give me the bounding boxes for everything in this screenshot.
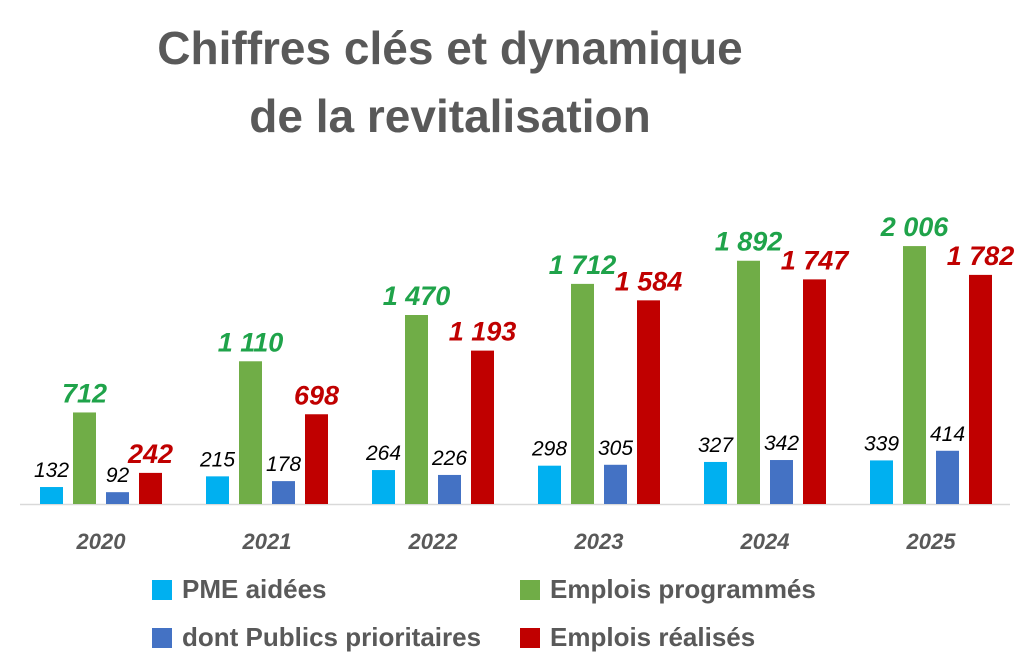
bar-emplois-realises-2021 xyxy=(305,414,328,504)
legend-label: Emplois programmés xyxy=(550,574,816,604)
data-label-dont-publics-prioritaires-2024: 342 xyxy=(764,432,799,455)
bar-emplois-programmes-2023 xyxy=(571,283,594,504)
data-label-emplois-programmes-2021: 1 110 xyxy=(218,327,284,357)
legend-item-pme-aidees: PME aidées xyxy=(152,574,327,605)
legend-swatch xyxy=(520,628,540,648)
bar-emplois-realises-2024 xyxy=(803,279,826,504)
bar-emplois-programmes-2024 xyxy=(737,260,760,504)
data-label-dont-publics-prioritaires-2023: 305 xyxy=(598,437,633,460)
bar-emplois-realises-2025 xyxy=(969,274,992,504)
x-tick-label-2020: 2020 xyxy=(76,529,127,554)
data-label-pme-aidees-2023: 298 xyxy=(531,438,567,461)
bar-emplois-programmes-2025 xyxy=(903,246,926,505)
data-label-pme-aidees-2020: 132 xyxy=(34,459,69,482)
bar-dont-publics-prioritaires-2025 xyxy=(936,450,959,504)
bar-dont-publics-prioritaires-2023 xyxy=(604,464,627,504)
data-label-pme-aidees-2024: 327 xyxy=(698,434,734,457)
data-label-emplois-realises-2022: 1 193 xyxy=(449,317,517,347)
bar-emplois-programmes-2021 xyxy=(239,361,262,504)
legend-item-emplois-realises: Emplois réalisés xyxy=(520,622,755,653)
legend-swatch xyxy=(520,580,540,600)
bar-emplois-realises-2022 xyxy=(471,350,494,504)
data-label-emplois-programmes-2024: 1 892 xyxy=(715,227,783,257)
data-label-dont-publics-prioritaires-2021: 178 xyxy=(266,453,301,476)
bar-pme-aidees-2020 xyxy=(40,487,63,504)
bar-dont-publics-prioritaires-2022 xyxy=(438,474,461,504)
bar-dont-publics-prioritaires-2021 xyxy=(272,481,295,504)
legend-item-publics-prioritaires: dont Publics prioritaires xyxy=(152,622,481,653)
x-tick-label-2025: 2025 xyxy=(906,529,957,554)
data-label-dont-publics-prioritaires-2020: 92 xyxy=(106,464,130,487)
data-label-emplois-realises-2025: 1 782 xyxy=(947,241,1015,271)
bar-pme-aidees-2024 xyxy=(704,461,727,504)
x-tick-label-2021: 2021 xyxy=(242,529,292,554)
legend-swatch xyxy=(152,580,172,600)
data-label-emplois-programmes-2020: 712 xyxy=(62,378,107,408)
data-label-dont-publics-prioritaires-2022: 226 xyxy=(431,447,467,470)
bar-dont-publics-prioritaires-2024 xyxy=(770,460,793,504)
data-label-pme-aidees-2022: 264 xyxy=(365,442,401,465)
data-label-emplois-programmes-2022: 1 470 xyxy=(383,281,451,311)
legend-label: Emplois réalisés xyxy=(550,622,756,652)
data-label-emplois-programmes-2025: 2 006 xyxy=(880,212,950,242)
data-label-emplois-realises-2023: 1 584 xyxy=(615,266,683,296)
data-label-emplois-realises-2024: 1 747 xyxy=(781,245,851,275)
data-label-emplois-programmes-2023: 1 712 xyxy=(549,250,617,280)
data-label-pme-aidees-2025: 339 xyxy=(864,432,899,455)
bar-pme-aidees-2025 xyxy=(870,460,893,504)
x-tick-label-2024: 2024 xyxy=(740,529,790,554)
bar-emplois-realises-2020 xyxy=(139,472,162,504)
bar-emplois-realises-2023 xyxy=(637,300,660,504)
legend-label: dont Publics prioritaires xyxy=(182,622,482,652)
bar-emplois-programmes-2022 xyxy=(405,315,428,504)
bar-emplois-programmes-2020 xyxy=(73,412,96,504)
data-label-emplois-realises-2021: 698 xyxy=(294,380,339,410)
legend-swatch xyxy=(152,628,172,648)
legend-label: PME aidées xyxy=(182,574,327,604)
bar-pme-aidees-2022 xyxy=(372,470,395,504)
legend-item-emplois-programmes: Emplois programmés xyxy=(520,574,816,605)
x-tick-label-2022: 2022 xyxy=(408,529,459,554)
data-label-dont-publics-prioritaires-2025: 414 xyxy=(930,423,965,446)
chart-title-line-2: de la revitalisation xyxy=(249,90,651,142)
data-label-pme-aidees-2021: 215 xyxy=(199,448,235,471)
data-label-emplois-realises-2020: 242 xyxy=(127,439,173,469)
x-tick-label-2023: 2023 xyxy=(574,529,624,554)
bar-dont-publics-prioritaires-2020 xyxy=(106,492,129,504)
chart-title-line-1: Chiffres clés et dynamique xyxy=(157,22,743,74)
bar-pme-aidees-2023 xyxy=(538,465,561,504)
bar-pme-aidees-2021 xyxy=(206,476,229,504)
